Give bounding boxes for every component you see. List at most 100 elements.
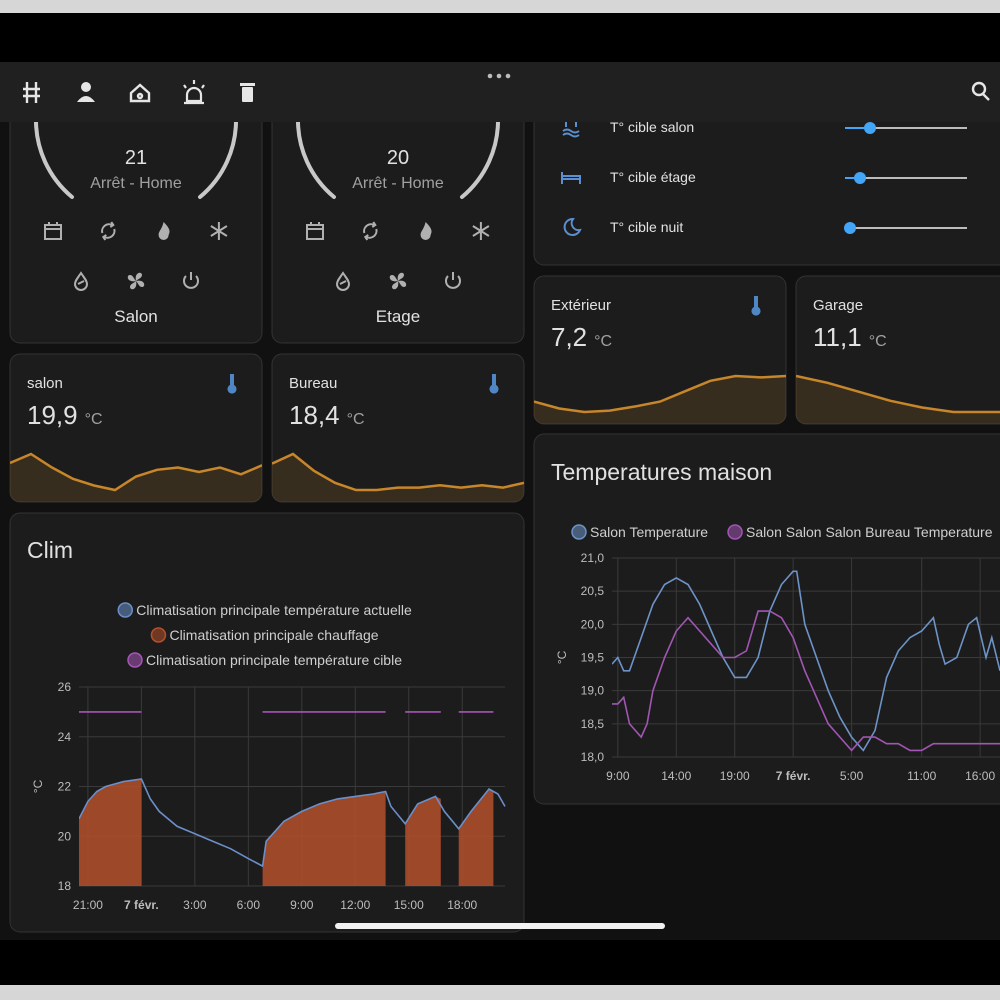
sparkline-line	[534, 374, 786, 414]
sensor-value: 7,2	[551, 322, 587, 352]
icon[interactable]	[472, 222, 490, 240]
sensor-unit: °C	[594, 333, 612, 350]
tab-icon[interactable]	[129, 83, 151, 103]
icon[interactable]	[445, 272, 461, 289]
y-tick-label: 21,0	[581, 551, 605, 565]
slider-thumb[interactable]	[844, 222, 856, 234]
icon[interactable]	[306, 222, 324, 240]
header	[0, 62, 1000, 122]
icon[interactable]	[101, 221, 116, 241]
slider-thumb[interactable]	[854, 172, 866, 184]
icon[interactable]	[44, 222, 62, 240]
x-tick-label: 3:00	[183, 898, 207, 912]
thermostat-state: Arrêt - Home	[90, 175, 182, 192]
icon[interactable]	[158, 222, 170, 240]
tab-icon[interactable]	[23, 82, 40, 103]
x-tick-label: 7 févr.	[776, 769, 811, 783]
icon-shape	[158, 222, 170, 240]
y-tick-label: 20	[58, 829, 72, 843]
sparkline	[534, 374, 786, 424]
overflow-menu[interactable]	[487, 73, 511, 79]
icon[interactable]	[389, 272, 407, 290]
sparkline-line	[272, 452, 524, 492]
icon	[227, 374, 237, 394]
legend-label: Climatisation principale chauffage	[169, 627, 378, 643]
legend-swatch	[127, 652, 143, 668]
icon[interactable]	[127, 272, 145, 290]
icon[interactable]	[210, 222, 228, 240]
icon[interactable]	[363, 221, 378, 241]
sensor-name: Extérieur	[551, 297, 611, 314]
gauge-arc	[295, 116, 336, 199]
sensor-value: 18,4	[289, 400, 340, 430]
series-line	[612, 610, 1000, 752]
legend-item[interactable]: Climatisation principale chauffage	[150, 627, 379, 643]
sensor-value: 11,1	[813, 322, 862, 352]
y-tick-label: 18	[58, 879, 72, 893]
x-tick-label: 7 févr.	[124, 898, 159, 912]
icon	[561, 172, 581, 184]
top-bezel	[0, 0, 1000, 13]
legend-item[interactable]: Salon Salon Salon Bureau Temperature	[727, 524, 993, 540]
gauge-arc	[33, 116, 74, 199]
y-tick-label: 20,0	[581, 617, 605, 631]
tab-icon[interactable]	[240, 83, 255, 102]
tab-icon[interactable]	[77, 82, 95, 102]
sensor-name: salon	[27, 375, 63, 392]
icon[interactable]	[335, 271, 351, 291]
icon[interactable]	[420, 222, 432, 240]
sensor-unit: °C	[85, 411, 103, 428]
icon-shape	[561, 172, 581, 184]
icon-shape	[751, 296, 761, 316]
icon-shape	[183, 272, 199, 289]
x-tick-label: 21:00	[73, 898, 103, 912]
y-tick-label: 24	[58, 730, 72, 744]
sensor-card[interactable]	[795, 275, 1000, 425]
icon-shape	[127, 272, 145, 290]
icon	[489, 374, 499, 394]
x-tick-label: 11:00	[907, 769, 936, 783]
legend-label: Climatisation principale température cib…	[146, 652, 402, 668]
sensor-card[interactable]	[9, 353, 263, 503]
series-line	[612, 570, 1000, 752]
icon-shape	[44, 222, 62, 240]
thermostat-name: Etage	[376, 307, 420, 326]
target-label: T° cible nuit	[610, 219, 683, 235]
icon[interactable]	[183, 272, 199, 289]
y-axis-label: °C	[555, 650, 569, 664]
legend-swatch	[150, 627, 167, 643]
legend-swatch	[727, 524, 743, 540]
target-label: T° cible étage	[610, 169, 696, 185]
legend-item[interactable]: Climatisation principale température act…	[117, 602, 412, 618]
icon-shape	[472, 222, 490, 240]
icon[interactable]	[73, 271, 89, 291]
sensor-card[interactable]	[271, 353, 525, 503]
slider-thumb[interactable]	[864, 122, 876, 134]
sparkline-area	[272, 454, 524, 502]
x-tick-label: 16:00	[965, 769, 995, 783]
x-tick-label: 6:00	[237, 898, 261, 912]
sensor-name: Bureau	[289, 375, 337, 392]
thermostat-state: Arrêt - Home	[352, 175, 444, 192]
x-tick-label: 15:00	[394, 898, 424, 912]
icon-shape	[563, 217, 582, 236]
icon-shape	[363, 221, 378, 241]
legend-item[interactable]: Climatisation principale température cib…	[127, 652, 402, 668]
chart-title: Clim	[27, 537, 73, 563]
plot	[79, 711, 506, 886]
plot	[612, 570, 1000, 752]
sparkline	[272, 452, 524, 502]
tab-icon[interactable]	[183, 80, 205, 105]
thermostat-target: 21	[125, 147, 147, 169]
legend-item[interactable]: Salon Temperature	[571, 524, 708, 540]
thermostat-card[interactable]	[271, 89, 525, 344]
icon-shape	[389, 272, 407, 290]
x-tick-label: 5:00	[840, 769, 864, 783]
icon-shape	[445, 272, 461, 289]
sensor-name: Garage	[813, 297, 863, 314]
target-label: T° cible salon	[610, 119, 694, 135]
thermostat-card[interactable]	[9, 89, 263, 344]
sensor-card[interactable]	[533, 275, 787, 425]
series-area	[79, 779, 494, 886]
search-icon[interactable]	[971, 81, 990, 101]
